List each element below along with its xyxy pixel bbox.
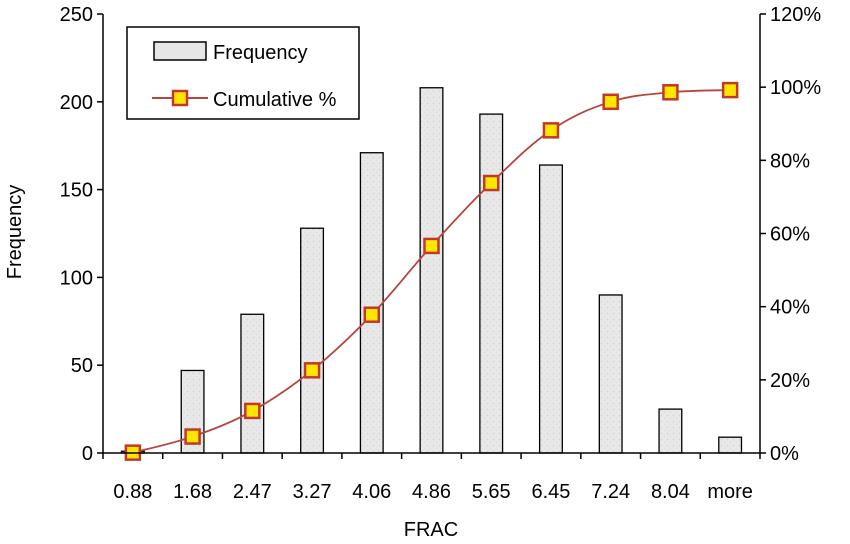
cumulative-marker-6.45 xyxy=(542,122,560,139)
x-tick-label: 4.86 xyxy=(412,481,451,503)
y-tick-label: 150 xyxy=(60,180,93,202)
y-axis-title: Frequency xyxy=(4,185,26,280)
x-tick-label: more xyxy=(707,481,753,503)
frequency-bar-4.86 xyxy=(419,87,444,454)
frequency-bar-8.04 xyxy=(658,408,683,454)
x-tick-label: 4.06 xyxy=(352,481,391,503)
y2-tick-label: 80% xyxy=(770,150,810,172)
frequency-bar-4.06 xyxy=(359,152,384,454)
axes xyxy=(97,13,766,459)
cumulative-marker-3.27 xyxy=(303,362,321,379)
frequency-bar-3.27 xyxy=(300,227,325,454)
legend-cumulative-marker xyxy=(171,89,189,107)
cumulative-marker-5.65 xyxy=(482,174,500,192)
cumulative-marker-7.24 xyxy=(602,93,619,111)
legend-cumulative-label: Cumulative % xyxy=(213,89,337,111)
y-tick-label: 250 xyxy=(60,4,93,26)
frequency-bar-5.65 xyxy=(479,113,504,454)
y2-tick-label: 20% xyxy=(770,370,810,392)
legend-frequency-label: Frequency xyxy=(213,42,308,64)
y-tick-label: 50 xyxy=(71,355,93,377)
frequency-bar-7.24 xyxy=(598,294,623,454)
x-axis-title: FRAC xyxy=(404,519,458,541)
x-tick-label: 2.47 xyxy=(233,481,272,503)
x-tick-label: 1.68 xyxy=(173,481,212,503)
y2-tick-label: 40% xyxy=(770,297,810,319)
x-tick-label: 5.65 xyxy=(472,481,511,503)
frequency-bar-more xyxy=(718,436,743,454)
x-tick-label: 7.24 xyxy=(591,481,630,503)
y2-tick-label: 100% xyxy=(770,77,821,99)
cumulative-marker-1.68 xyxy=(184,428,201,445)
y2-tick-label: 120% xyxy=(770,4,821,26)
legend-frequency-swatch xyxy=(153,41,207,61)
x-tick-label: 8.04 xyxy=(651,481,690,503)
y2-tick-label: 0% xyxy=(770,443,799,465)
y-tick-label: 200 xyxy=(60,92,93,114)
tick-labels: 0 50 100 150 200 250 0% 20% 40% 60% 80% 100% 120% 0.8… xyxy=(60,4,822,503)
x-tick-label: 0.88 xyxy=(113,481,152,503)
cumulative-marker-4.86 xyxy=(423,237,440,255)
cumulative-marker-4.06 xyxy=(363,306,381,323)
frequency-bars xyxy=(120,87,743,454)
x-tick-label: 3.27 xyxy=(293,481,332,503)
frequency-bar-2.47 xyxy=(240,313,265,454)
y-tick-label: 0 xyxy=(82,443,93,465)
legend: Frequency Cumulative % xyxy=(126,26,360,120)
y2-tick-label: 60% xyxy=(770,224,810,246)
cumulative-marker-more xyxy=(721,81,739,99)
cumulative-marker-8.04 xyxy=(662,84,679,101)
frequency-bar-6.45 xyxy=(538,164,563,454)
x-tick-label: 6.45 xyxy=(531,481,570,503)
y-tick-label: 100 xyxy=(60,267,93,289)
cumulative-marker-2.47 xyxy=(244,402,261,420)
